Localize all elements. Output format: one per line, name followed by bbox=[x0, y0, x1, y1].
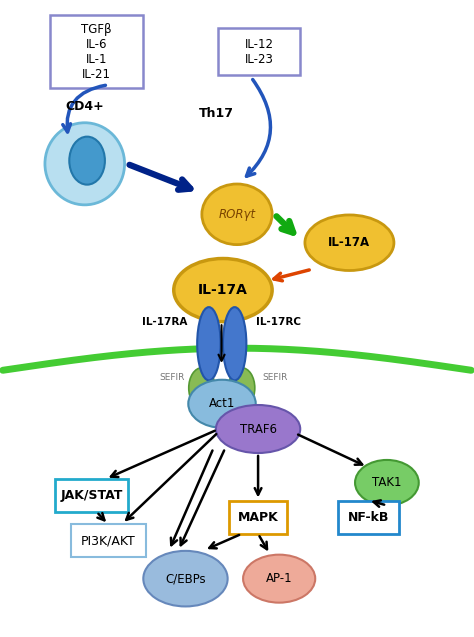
FancyBboxPatch shape bbox=[229, 501, 287, 534]
Text: TRAF6: TRAF6 bbox=[239, 422, 277, 436]
Text: RORγt: RORγt bbox=[219, 208, 255, 221]
Text: Th17: Th17 bbox=[199, 107, 233, 120]
Text: TGFβ
IL-6
IL-1
IL-21: TGFβ IL-6 IL-1 IL-21 bbox=[81, 23, 112, 81]
Text: NF-kB: NF-kB bbox=[347, 511, 389, 524]
Ellipse shape bbox=[228, 368, 255, 408]
FancyBboxPatch shape bbox=[71, 524, 146, 557]
Text: IL-17RA: IL-17RA bbox=[143, 317, 188, 327]
Text: IL-17A: IL-17A bbox=[328, 236, 371, 249]
Text: Act1: Act1 bbox=[209, 397, 235, 410]
Text: SEFIR: SEFIR bbox=[263, 373, 288, 382]
Text: MAPK: MAPK bbox=[237, 511, 278, 524]
Text: JAK/STAT: JAK/STAT bbox=[61, 489, 123, 502]
FancyBboxPatch shape bbox=[55, 479, 128, 512]
Text: SEFIR: SEFIR bbox=[159, 373, 184, 382]
Ellipse shape bbox=[69, 137, 105, 185]
Text: TAK1: TAK1 bbox=[372, 476, 401, 489]
Ellipse shape bbox=[216, 405, 300, 453]
Ellipse shape bbox=[202, 184, 272, 245]
FancyBboxPatch shape bbox=[337, 501, 399, 534]
Text: CD4+: CD4+ bbox=[65, 101, 104, 113]
Ellipse shape bbox=[305, 215, 394, 271]
Text: IL-12
IL-23: IL-12 IL-23 bbox=[245, 38, 274, 66]
Ellipse shape bbox=[189, 368, 215, 408]
Ellipse shape bbox=[45, 123, 125, 205]
FancyBboxPatch shape bbox=[50, 15, 143, 88]
Text: IL-17RC: IL-17RC bbox=[256, 317, 301, 327]
Ellipse shape bbox=[243, 555, 315, 603]
Text: C/EBPs: C/EBPs bbox=[165, 572, 206, 585]
Ellipse shape bbox=[223, 307, 246, 380]
Ellipse shape bbox=[188, 380, 256, 427]
Text: AP-1: AP-1 bbox=[266, 572, 292, 585]
FancyBboxPatch shape bbox=[218, 28, 300, 75]
Text: PI3K/AKT: PI3K/AKT bbox=[81, 534, 136, 547]
Ellipse shape bbox=[197, 307, 220, 380]
Ellipse shape bbox=[355, 460, 419, 505]
Text: IL-17A: IL-17A bbox=[198, 283, 248, 297]
Ellipse shape bbox=[174, 259, 272, 322]
Ellipse shape bbox=[143, 551, 228, 606]
